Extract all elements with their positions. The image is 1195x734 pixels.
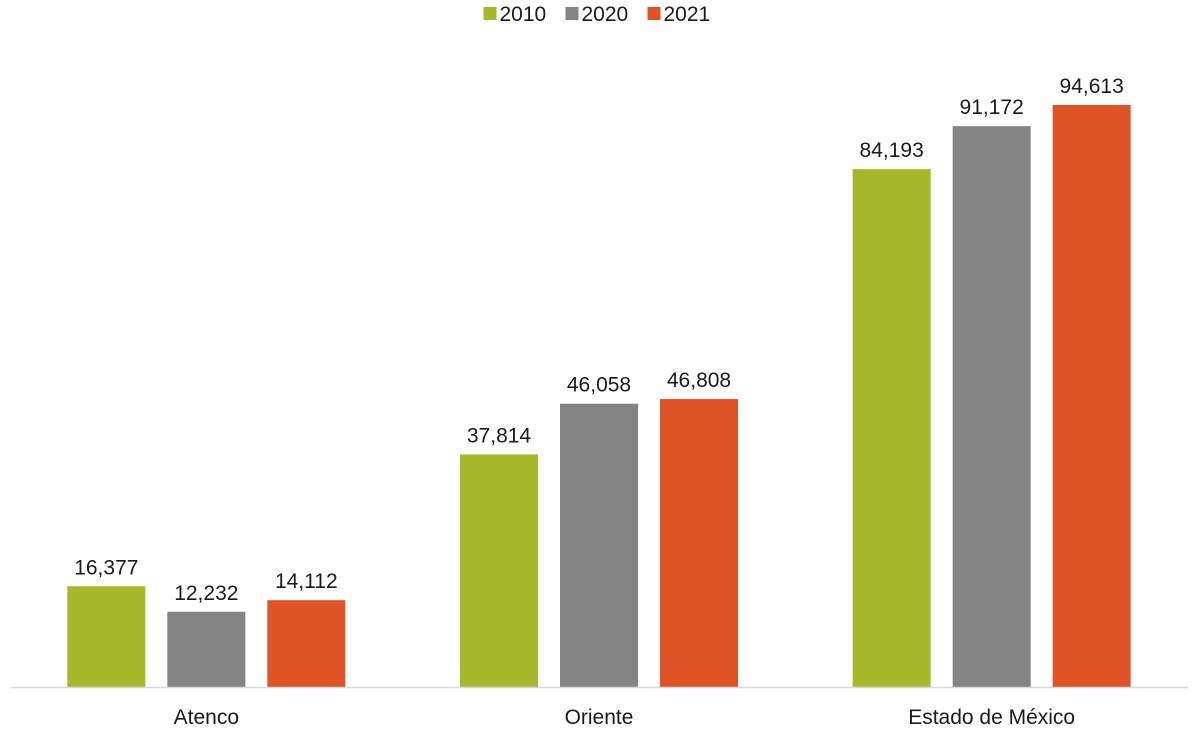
category-label-1: Oriente [565,706,634,729]
legend-label-2010: 2010 [500,3,547,26]
bars-group [67,105,1131,688]
bar-2021-2 [1052,105,1131,687]
value-label-2020-0: 12,232 [174,582,238,605]
bar-2010-1 [460,454,538,687]
value-label-2010-1: 37,814 [467,424,532,447]
legend-swatch-2010 [483,7,497,20]
bar-2021-0 [267,600,346,687]
legend-label-2020: 2020 [582,3,629,26]
bar-2010-0 [67,586,146,687]
legend-swatch-2021 [647,7,661,20]
bar-2021-1 [660,399,738,687]
value-labels-group: 16,377 12,232 14,112 37,814 46,058 46,808 84,1… [74,75,1124,605]
legend: 2010 2020 2021 [483,3,711,26]
bar-2020-1 [560,403,638,687]
bar-2020-0 [167,611,246,687]
value-label-2020-2: 91,172 [960,96,1024,119]
value-label-2010-0: 16,377 [74,556,138,579]
category-label-2: Estado de México [908,706,1075,729]
value-label-2010-2: 84,193 [860,139,924,162]
value-label-2021-2: 94,613 [1060,75,1124,98]
bar-2010-2 [852,169,931,688]
bar-2020-2 [952,126,1031,688]
legend-swatch-2020 [565,7,579,20]
value-label-2021-1: 46,808 [667,369,731,392]
value-label-2020-1: 46,058 [567,374,631,397]
legend-label-2021: 2021 [664,3,711,26]
category-label-0: Atenco [174,706,239,729]
value-label-2021-0: 14,112 [275,570,338,593]
category-labels-group: Atenco Oriente Estado de México [174,706,1075,729]
